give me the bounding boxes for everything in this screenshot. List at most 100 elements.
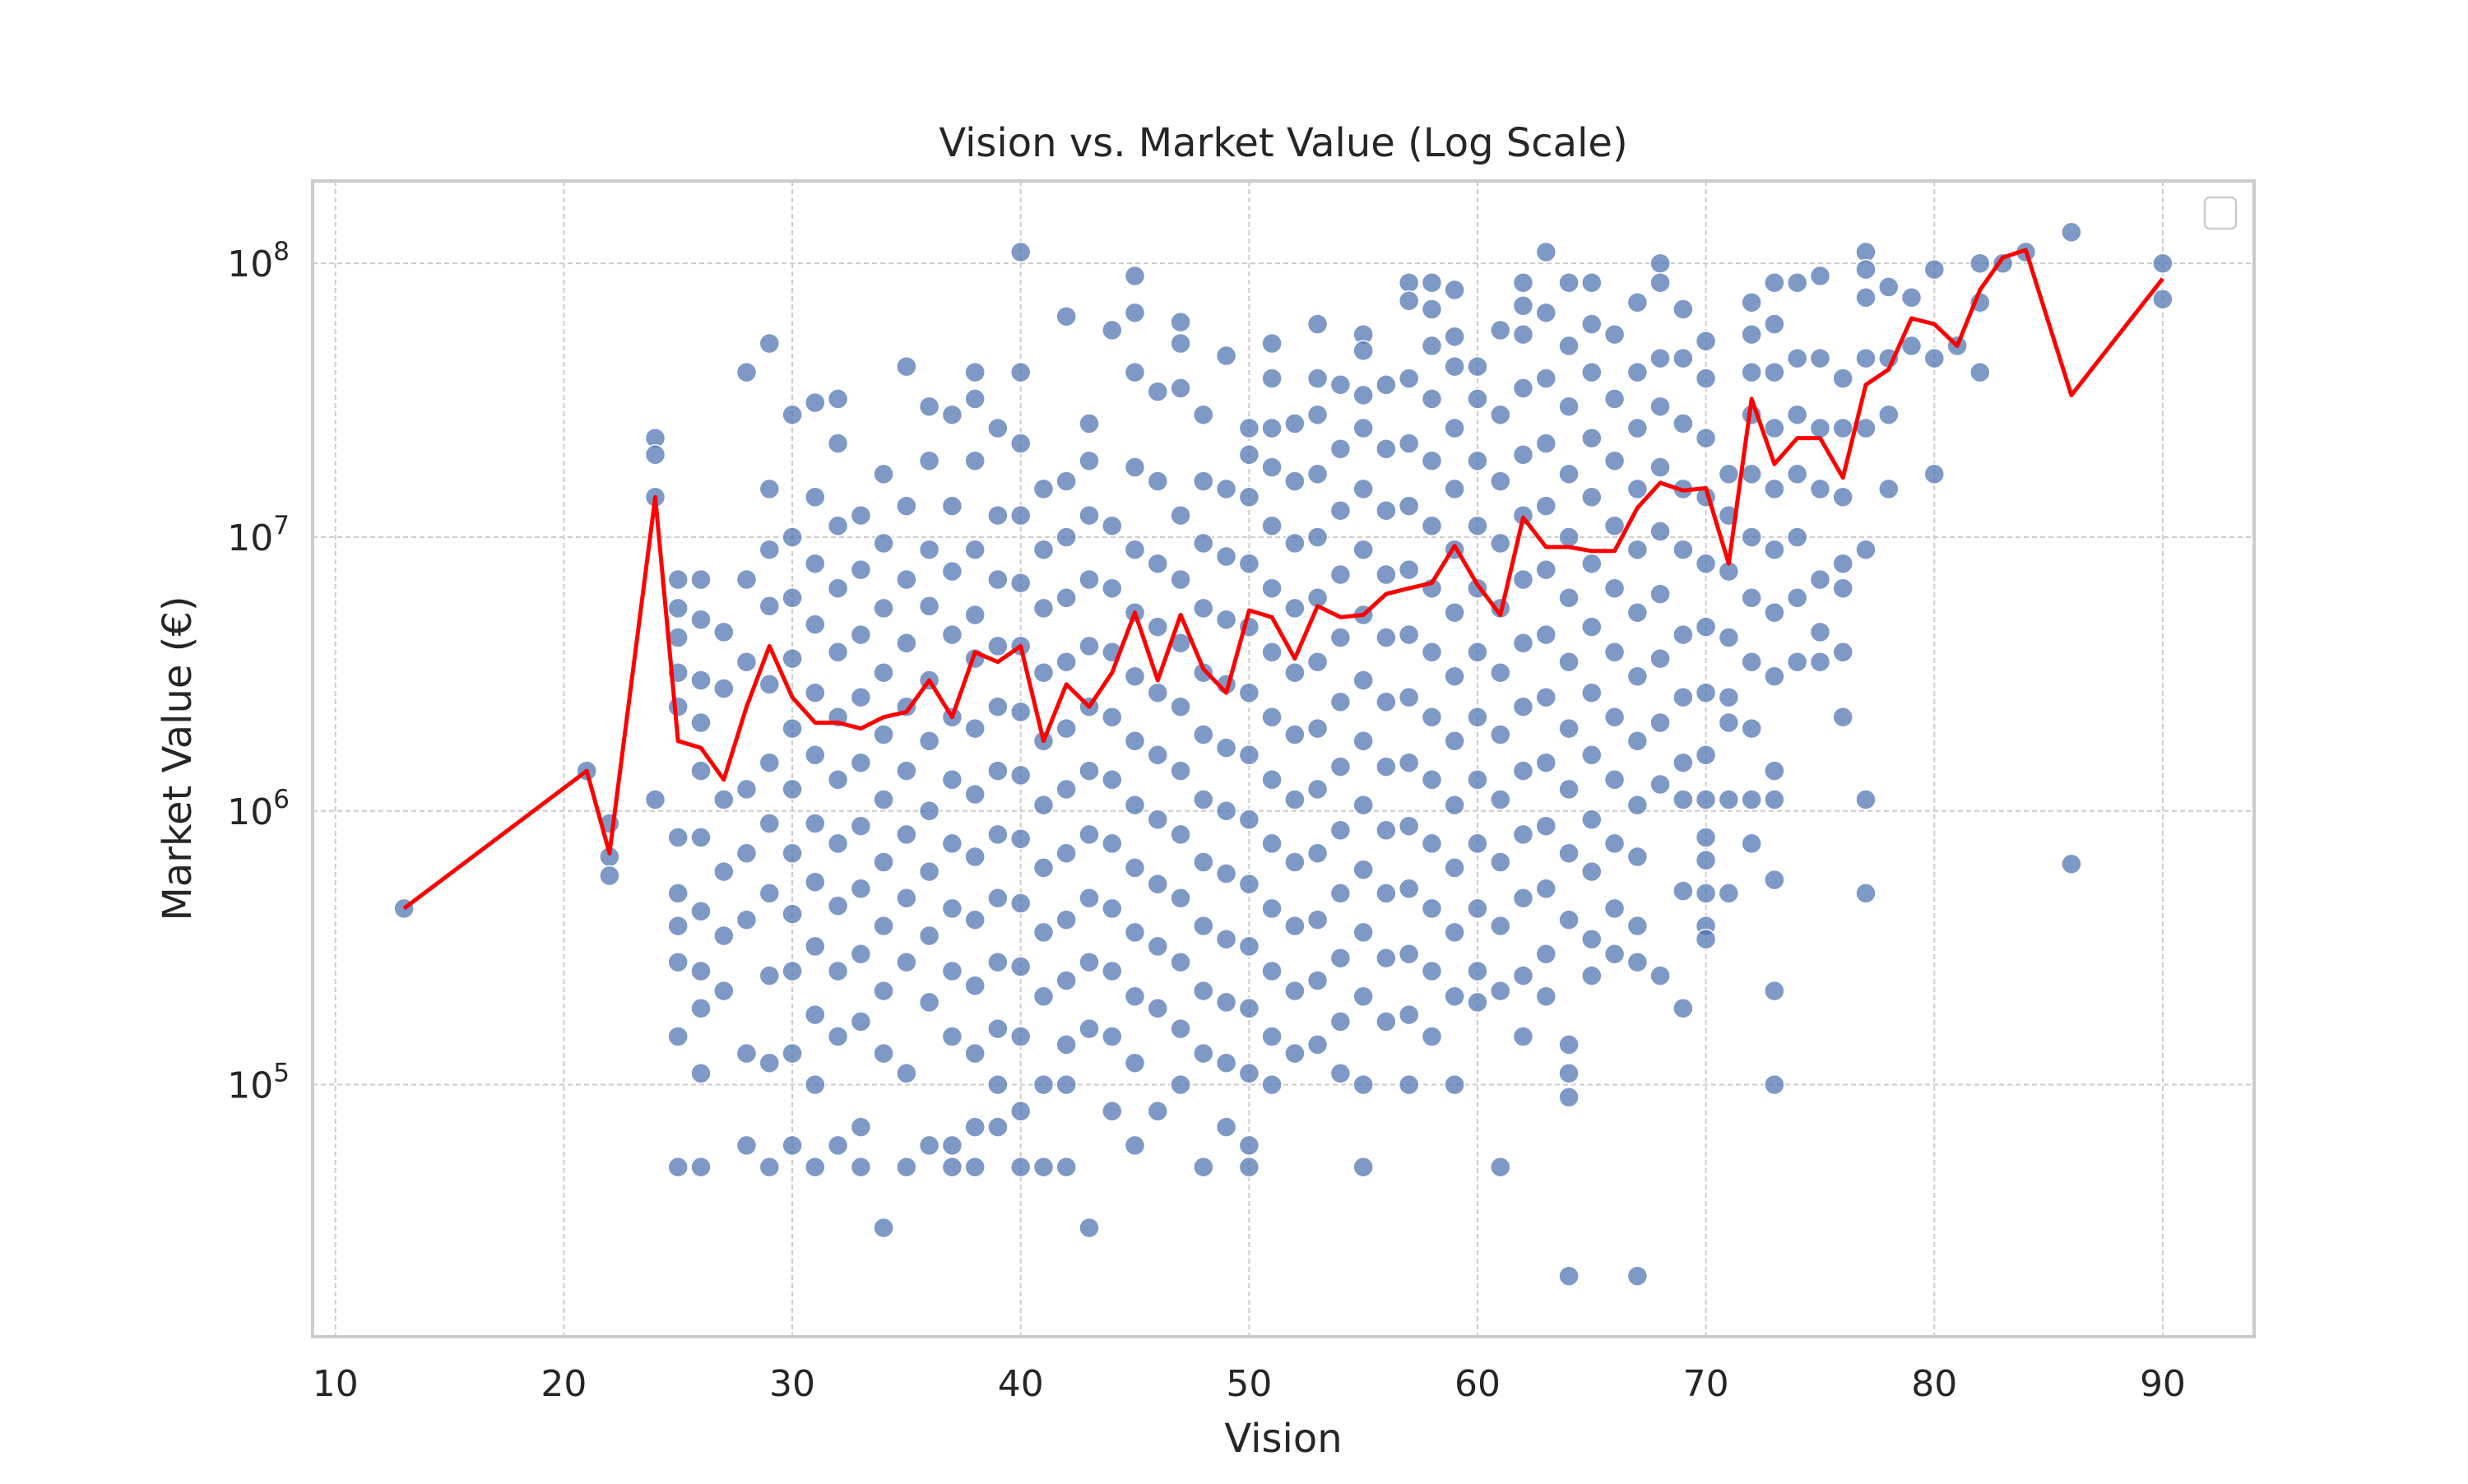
scatter-point (1603, 769, 1626, 791)
scatter-point (1490, 532, 1511, 554)
scatter-point (1102, 897, 1123, 920)
scatter-point (713, 980, 735, 1002)
scatter-point (1170, 888, 1191, 909)
scatter-point (2061, 221, 2082, 243)
scatter-point (1352, 1074, 1374, 1096)
scatter-point (1992, 253, 2014, 274)
scatter-point (1375, 947, 1397, 969)
scatter-point (782, 960, 803, 982)
scatter-point (1695, 553, 1717, 574)
scatter-point (1786, 651, 1808, 673)
scatter-point (1261, 368, 1283, 389)
scatter-point (1352, 417, 1374, 439)
scatter-point (1284, 915, 1306, 937)
scatter-point (1261, 642, 1283, 663)
scatter-point (1809, 568, 1831, 591)
scatter-point (964, 361, 986, 383)
scatter-point (1193, 661, 1214, 684)
scatter-point (1055, 651, 1077, 673)
scatter-point (2152, 288, 2173, 310)
scatter-point (850, 624, 872, 646)
scatter-point (782, 717, 803, 740)
scatter-point (1079, 1018, 1100, 1040)
scatter-point (1055, 1156, 1077, 1178)
scatter-point (1261, 1074, 1283, 1096)
scatter-point (667, 1156, 689, 1178)
scatter-point (1764, 539, 1785, 560)
scatter-point (1490, 404, 1511, 425)
scatter-point (850, 944, 872, 965)
scatter-point (1055, 778, 1077, 800)
scatter-point (1581, 860, 1603, 883)
scatter-point (827, 960, 849, 982)
scatter-point (1124, 1134, 1146, 1157)
scatter-point (1741, 361, 1762, 383)
scatter-point (805, 614, 826, 635)
scatter-point (1124, 1052, 1146, 1074)
scatter-point (735, 361, 758, 383)
scatter-point (690, 712, 712, 734)
scatter-point (1649, 583, 1671, 605)
scatter-point (1649, 271, 1671, 294)
scatter-point (1329, 819, 1352, 842)
scatter-point (1626, 665, 1649, 687)
scatter-point (758, 883, 781, 904)
scatter-point (1626, 794, 1649, 816)
scatter-point (941, 1134, 963, 1157)
scatter-point (1306, 717, 1329, 740)
scatter-point (1626, 915, 1649, 937)
scatter-point (1672, 299, 1694, 320)
scatter-point (896, 823, 917, 846)
scatter-point (987, 760, 1009, 781)
scatter-point (1695, 616, 1717, 638)
scatter-point (1695, 682, 1717, 703)
scatter-point (1444, 794, 1465, 816)
scatter-point (1490, 915, 1511, 937)
scatter-point (964, 846, 986, 868)
scatter-point (1284, 661, 1306, 684)
scatter-point (1009, 828, 1032, 850)
scatter-point (1786, 587, 1808, 609)
scatter-point (918, 925, 940, 947)
scatter-point (1352, 730, 1374, 752)
scatter-point (1306, 842, 1329, 865)
scatter-point (1672, 686, 1694, 708)
scatter-point (1878, 478, 1900, 500)
scatter-point (1626, 417, 1649, 439)
scatter-point (1421, 515, 1443, 536)
scatter-point (1535, 302, 1557, 323)
scatter-point (1238, 809, 1260, 831)
scatter-point (1535, 241, 1557, 263)
scatter-point (1695, 850, 1717, 871)
scatter-point (941, 1156, 963, 1178)
y-tick-label: 106 (227, 785, 290, 833)
scatter-point (1215, 345, 1237, 367)
scatter-point (987, 888, 1009, 909)
scatter-point (1741, 651, 1762, 673)
scatter-point (1284, 724, 1306, 745)
scatter-point (1512, 568, 1534, 591)
scatter-point (1490, 319, 1511, 341)
scatter-point (713, 789, 735, 810)
scatter-point (1512, 323, 1534, 345)
scatter-point (1009, 956, 1032, 977)
scatter-point (1444, 478, 1465, 500)
scatter-point (1626, 1265, 1649, 1287)
scatter-point (827, 388, 849, 410)
scatter-point (1535, 433, 1557, 454)
scatter-point (1467, 642, 1488, 663)
scatter-point (1649, 965, 1671, 986)
scatter-point (1444, 326, 1465, 347)
scatter-point (1306, 368, 1329, 389)
scatter-point (1467, 991, 1488, 1013)
scatter-point (1672, 752, 1694, 773)
scatter-point (782, 842, 803, 865)
scatter-point (1603, 323, 1626, 345)
scatter-point (918, 596, 940, 617)
scatter-point (1193, 597, 1214, 619)
scatter-point (1238, 874, 1260, 895)
x-tick-label: 90 (2140, 1363, 2186, 1405)
scatter-point (1467, 515, 1488, 536)
scatter-point (1261, 832, 1283, 855)
legend-box[interactable] (2203, 196, 2238, 230)
